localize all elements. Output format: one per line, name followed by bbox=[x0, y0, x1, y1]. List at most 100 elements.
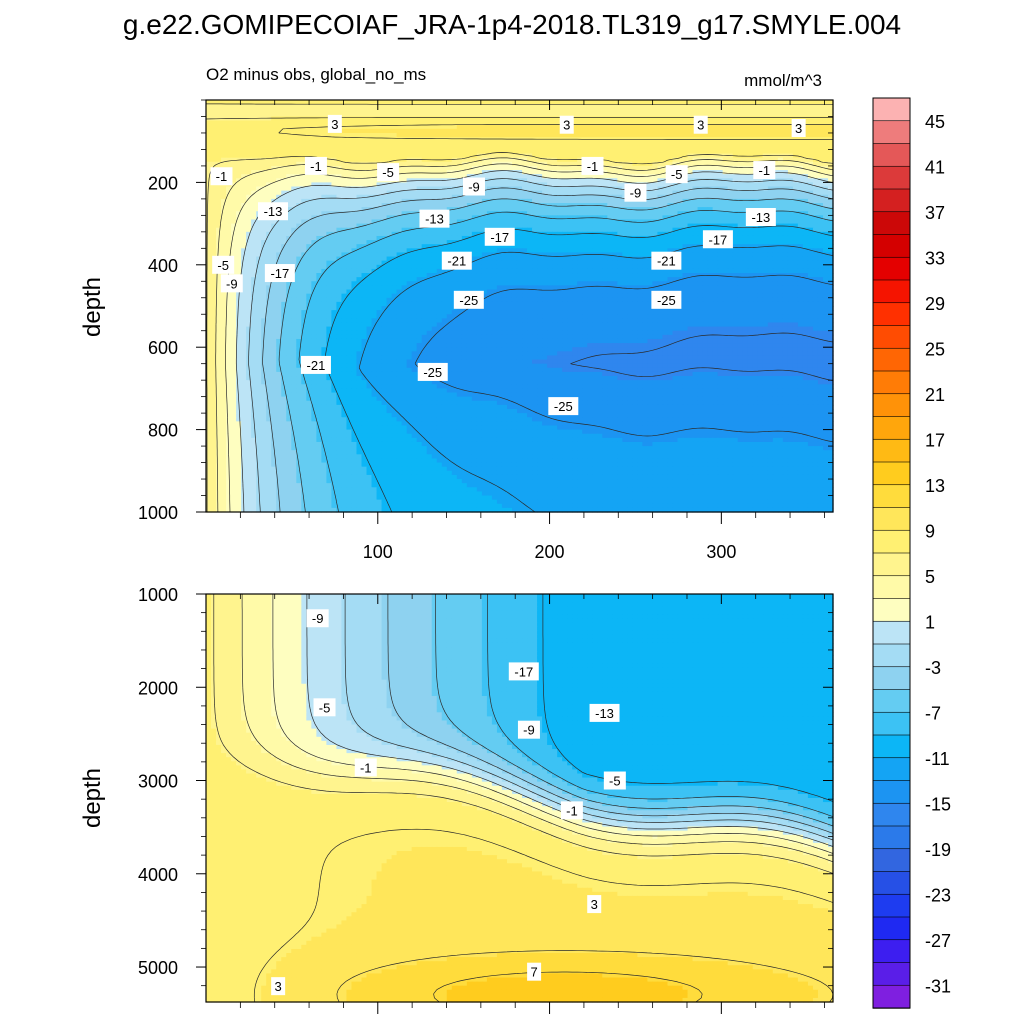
contour-cell bbox=[226, 248, 232, 254]
contour-cell bbox=[547, 141, 553, 146]
contour-cell bbox=[782, 108, 789, 113]
contour-cell bbox=[416, 194, 423, 200]
contour-cell bbox=[281, 116, 287, 122]
contour-cell bbox=[697, 231, 704, 237]
contour-cell bbox=[747, 174, 754, 179]
contour-cell bbox=[527, 132, 533, 138]
contour-cell bbox=[391, 157, 398, 163]
contour-cell bbox=[542, 182, 548, 188]
contour-cell bbox=[717, 190, 724, 196]
contour-cell bbox=[817, 190, 824, 196]
contour-cell bbox=[607, 252, 613, 258]
contour-cell bbox=[381, 128, 388, 134]
contour-cell bbox=[471, 165, 478, 171]
contour-cell bbox=[807, 124, 814, 130]
contour-cell bbox=[802, 116, 809, 122]
contour-cell bbox=[296, 165, 302, 171]
contour-cell bbox=[667, 108, 674, 113]
contour-cell bbox=[316, 223, 322, 229]
contour-cell bbox=[346, 132, 353, 138]
contour-cell bbox=[817, 165, 824, 171]
contour-cell bbox=[301, 231, 307, 237]
contour-cell bbox=[807, 178, 814, 183]
contour-cell bbox=[577, 198, 583, 204]
contour-cell bbox=[577, 211, 583, 216]
contour-cell bbox=[547, 170, 553, 175]
contour-cell bbox=[326, 170, 332, 175]
contour-cell bbox=[261, 248, 267, 254]
contour-cell bbox=[727, 128, 734, 134]
contour-cell bbox=[431, 235, 438, 241]
contour-cell bbox=[256, 100, 262, 105]
contour-cell bbox=[211, 137, 217, 142]
contour-cell bbox=[506, 124, 513, 130]
contour-cell bbox=[627, 174, 633, 179]
contour-cell bbox=[421, 120, 428, 126]
contour-cell bbox=[351, 248, 358, 254]
contour-cell bbox=[376, 215, 383, 221]
contour-cell bbox=[401, 215, 408, 221]
contour-cell bbox=[802, 207, 809, 212]
contour-cell bbox=[451, 161, 458, 167]
contour-cell bbox=[662, 112, 669, 118]
contour-cell bbox=[737, 141, 744, 146]
contour-cell bbox=[231, 186, 237, 192]
contour-cell bbox=[717, 153, 724, 159]
contour-cell bbox=[411, 124, 418, 130]
contour-cell bbox=[451, 203, 458, 208]
contour-cell bbox=[251, 170, 257, 175]
contour-cell bbox=[597, 124, 603, 130]
contour-cell bbox=[797, 153, 804, 159]
contour-cell bbox=[301, 157, 307, 163]
contour-cell bbox=[677, 186, 684, 192]
contour-cell bbox=[296, 157, 302, 163]
contour-cell bbox=[582, 219, 588, 225]
contour-cell bbox=[281, 186, 287, 192]
contour-cell bbox=[291, 235, 297, 241]
contour-cell bbox=[386, 231, 393, 237]
contour-cell bbox=[231, 244, 237, 249]
contour-cell bbox=[652, 198, 659, 204]
contour-cell bbox=[812, 116, 819, 122]
contour-cell bbox=[456, 116, 463, 122]
contour-cell bbox=[341, 244, 348, 249]
contour-cell bbox=[767, 145, 774, 151]
contour-cell bbox=[572, 116, 578, 122]
contour-cell bbox=[622, 203, 628, 208]
contour-cell bbox=[737, 252, 744, 258]
contour-cell bbox=[537, 100, 543, 105]
contour-cell bbox=[547, 108, 553, 113]
contour-cell bbox=[772, 108, 779, 113]
contour-cell bbox=[401, 108, 408, 113]
contour-cell bbox=[416, 149, 423, 155]
contour-cell bbox=[331, 227, 338, 233]
contour-cell bbox=[602, 194, 608, 200]
contour-cell bbox=[607, 104, 613, 109]
contour-cell bbox=[276, 198, 282, 204]
contour-cell bbox=[712, 174, 719, 179]
contour-cell bbox=[496, 256, 503, 262]
contour-cell bbox=[642, 153, 649, 159]
contour-cell bbox=[522, 203, 528, 208]
contour-cell bbox=[727, 248, 734, 254]
contour-cell bbox=[792, 178, 799, 183]
contour-cell bbox=[326, 108, 332, 113]
contour-cell bbox=[752, 256, 759, 262]
contour-cell bbox=[557, 149, 563, 155]
contour-cell bbox=[702, 157, 709, 163]
contour-cell bbox=[431, 198, 438, 204]
contour-cell bbox=[807, 256, 814, 262]
contour-cell bbox=[256, 182, 262, 188]
contour-cell bbox=[231, 207, 237, 212]
contour-cell bbox=[692, 182, 699, 188]
contour-cell bbox=[236, 104, 242, 109]
contour-cell bbox=[687, 108, 694, 113]
contour-cell bbox=[516, 223, 523, 229]
contour-cell bbox=[677, 244, 684, 249]
contour-cell bbox=[411, 112, 418, 118]
contour-cell bbox=[722, 124, 729, 130]
contour-cell bbox=[602, 174, 608, 179]
contour-cell bbox=[587, 116, 593, 122]
contour-cell bbox=[256, 128, 262, 134]
contour-cell bbox=[506, 157, 513, 163]
